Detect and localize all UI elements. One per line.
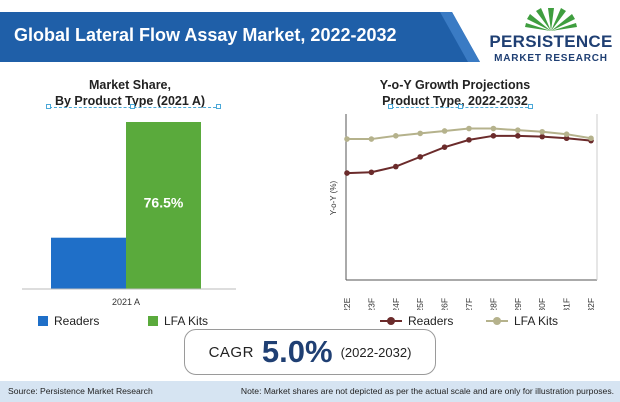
line-x-tick-label: 2027F <box>464 298 474 310</box>
company-logo: PERSISTENCE MARKET RESEARCH <box>488 4 614 76</box>
line-x-tick-label: 2028F <box>488 298 498 310</box>
line-x-tick-label: 2029F <box>513 298 523 310</box>
data-point-readers <box>368 169 375 176</box>
line-x-tick-label: 2022E <box>342 297 352 310</box>
legend-swatch <box>486 316 508 326</box>
bar-legend-item-lfa-kits: LFA Kits <box>148 314 208 328</box>
data-point-readers <box>466 137 472 143</box>
bar-chart-title-line1: Market Share, <box>89 78 171 92</box>
bar-readers <box>51 237 126 289</box>
data-point-lfa-kits <box>515 127 521 133</box>
line-chart-title-line1: Y-o-Y Growth Projections <box>379 78 531 92</box>
data-point-lfa-kits <box>563 131 570 137</box>
data-point-lfa-kits <box>417 130 423 137</box>
line-x-tick-label: 2023F <box>366 298 376 310</box>
data-point-lfa-kits <box>466 125 472 132</box>
legend-swatch <box>148 316 158 326</box>
cagr-box: CAGR 5.0% (2022-2032) <box>184 329 436 375</box>
legend-label: Readers <box>54 314 100 328</box>
line-chart: Y-o-Y (%) 2022E 2023F 2024F 2025F 2026F 2027F 2… <box>329 114 598 310</box>
bar-legend-item-readers: Readers <box>38 314 99 328</box>
cagr-period: (2022-2032) <box>340 344 412 360</box>
data-point-readers <box>539 133 545 140</box>
sunburst-logo-icon <box>525 8 577 31</box>
source-text: Source: Persistence Market Research <box>8 386 153 396</box>
bar-chart: 76.5% 2021 A <box>22 122 236 307</box>
footer: Source: Persistence Market Research Note… <box>0 381 620 402</box>
legend-label: LFA Kits <box>514 314 559 328</box>
data-point-readers <box>344 170 350 176</box>
logo-tagline: MARKET RESEARCH <box>494 53 608 64</box>
line-x-tick-label: 2030F <box>537 298 547 310</box>
data-point-lfa-kits <box>441 128 448 134</box>
data-point-lfa-kits <box>368 136 375 142</box>
banner-shape <box>0 12 480 62</box>
line-x-tick-label: 2032F <box>586 298 596 310</box>
line-x-tick-label: 2025F <box>415 298 425 310</box>
legend-label: LFA Kits <box>164 314 209 328</box>
legend-label: Readers <box>408 314 454 328</box>
line-chart-title: Y-o-Y Growth Projections Product Type, 2… <box>340 77 570 109</box>
data-point-lfa-kits <box>393 133 399 139</box>
legend-swatch <box>380 316 402 326</box>
bar-chart-title: Market Share, By Product Type (2021 A) <box>20 77 240 109</box>
data-point-readers <box>417 154 423 160</box>
line-x-tick-label: 2031F <box>562 298 572 310</box>
line-chart-title-line2: Product Type, 2022-2032 <box>382 94 528 108</box>
selection-handle <box>216 104 221 109</box>
note-text: Note: Market shares are not depicted as … <box>240 386 614 396</box>
data-point-readers <box>515 133 521 139</box>
bar-lfa-kits <box>126 122 201 289</box>
line-x-tick-label: 2024F <box>391 298 401 310</box>
cagr-value: 5.0% <box>261 334 333 369</box>
bar-data-label: 76.5% <box>144 195 184 211</box>
selection-guide-line <box>49 107 221 108</box>
line-legend-item-lfa-kits: LFA Kits <box>486 314 558 328</box>
data-point-readers <box>441 144 448 150</box>
title-banner: Global Lateral Flow Assay Market, 2022-2… <box>0 12 480 62</box>
selection-handle <box>388 104 393 109</box>
line-legend-item-readers: Readers <box>380 314 453 328</box>
data-point-lfa-kits <box>490 125 497 132</box>
line-x-tick-label: 2026F <box>440 298 450 310</box>
line-y-axis-label: Y-o-Y (%) <box>329 181 338 216</box>
data-point-readers <box>563 135 570 142</box>
bar-chart-title-line2: By Product Type (2021 A) <box>54 94 206 108</box>
data-point-readers <box>393 163 399 170</box>
selection-handle <box>130 104 135 109</box>
data-point-lfa-kits <box>588 135 594 142</box>
cagr-label: CAGR <box>208 343 254 361</box>
legend-swatch <box>38 316 48 326</box>
data-point-lfa-kits <box>539 128 545 135</box>
bar-category-label: 2021 A <box>112 297 140 307</box>
data-point-lfa-kits <box>344 136 350 142</box>
data-point-readers <box>490 133 497 139</box>
logo-wordmark: PERSISTENCE <box>489 32 613 51</box>
selection-handle <box>458 104 463 109</box>
page-title: Global Lateral Flow Assay Market, 2022-2… <box>14 25 397 45</box>
selection-handle <box>528 104 533 109</box>
selection-handle <box>46 104 51 109</box>
